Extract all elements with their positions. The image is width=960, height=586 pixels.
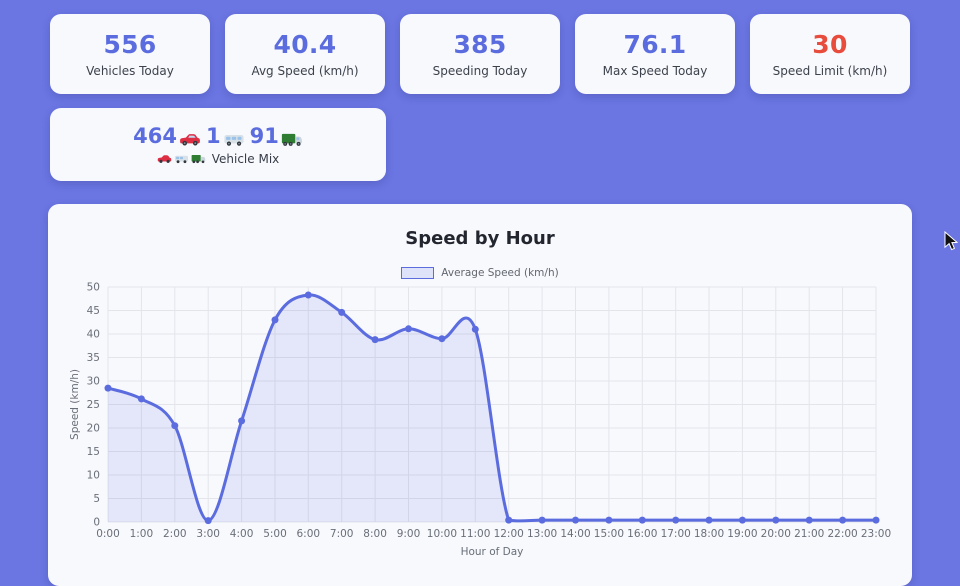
- stat-label: Speeding Today: [432, 64, 528, 78]
- car-count: 464: [133, 123, 177, 148]
- legend-swatch: [401, 267, 435, 279]
- truck-emoji-icon: [281, 133, 302, 146]
- svg-text:14:00: 14:00: [560, 528, 590, 540]
- stat-card-vehicles-today: 556 Vehicles Today: [50, 14, 210, 94]
- van-emoji-icon: [224, 134, 244, 146]
- stat-label: Max Speed Today: [602, 64, 708, 78]
- svg-text:5: 5: [93, 493, 100, 505]
- svg-text:20: 20: [87, 423, 100, 435]
- svg-text:Hour of Day: Hour of Day: [461, 546, 524, 558]
- svg-text:40: 40: [87, 329, 100, 341]
- stat-value: 556: [103, 30, 157, 59]
- stat-card-max-speed: 76.1 Max Speed Today: [575, 14, 735, 94]
- van-emoji-icon: [174, 155, 188, 164]
- svg-text:3:00: 3:00: [196, 528, 220, 540]
- svg-text:19:00: 19:00: [727, 528, 757, 540]
- svg-text:50: 50: [87, 282, 100, 294]
- svg-text:17:00: 17:00: [661, 528, 691, 540]
- stats-row: 556 Vehicles Today 40.4 Avg Speed (km/h)…: [50, 14, 910, 94]
- svg-text:2:00: 2:00: [163, 528, 187, 540]
- legend-label: Average Speed (km/h): [441, 267, 559, 279]
- svg-text:10: 10: [87, 470, 100, 482]
- svg-text:18:00: 18:00: [694, 528, 724, 540]
- van-count: 1: [205, 123, 221, 148]
- svg-text:9:00: 9:00: [397, 528, 421, 540]
- svg-text:30: 30: [87, 376, 100, 388]
- svg-text:8:00: 8:00: [363, 528, 387, 540]
- svg-text:1:00: 1:00: [130, 528, 154, 540]
- svg-text:4:00: 4:00: [230, 528, 254, 540]
- svg-text:13:00: 13:00: [527, 528, 557, 540]
- svg-text:20:00: 20:00: [761, 528, 791, 540]
- dashboard-page: { "stats": [ { "value": "556", "label": …: [48, 14, 958, 586]
- stat-card-avg-speed: 40.4 Avg Speed (km/h): [225, 14, 385, 94]
- stat-label: Avg Speed (km/h): [251, 64, 359, 78]
- svg-text:23:00: 23:00: [861, 528, 891, 540]
- svg-text:45: 45: [87, 305, 100, 317]
- stat-value: 76.1: [623, 30, 687, 59]
- svg-text:5:00: 5:00: [263, 528, 287, 540]
- stat-value: 40.4: [273, 30, 337, 59]
- svg-text:22:00: 22:00: [827, 528, 857, 540]
- stat-value: 385: [453, 30, 507, 59]
- car-emoji-icon: [157, 155, 171, 163]
- svg-text:11:00: 11:00: [460, 528, 490, 540]
- truck-count: 91: [249, 123, 279, 148]
- svg-text:25: 25: [87, 399, 100, 411]
- stat-value: 30: [812, 30, 848, 59]
- speed-chart-plot[interactable]: 0 5 10 15 20 25 30 35 40 45 50 0:00 1:00 2:00 3:00 4:00…: [48, 204, 912, 586]
- svg-text:15: 15: [87, 446, 100, 458]
- stat-label: Speed Limit (km/h): [772, 64, 888, 78]
- svg-text:0: 0: [93, 517, 100, 529]
- svg-text:10:00: 10:00: [427, 528, 457, 540]
- vehicle-mix-label-text: Vehicle Mix: [211, 151, 280, 166]
- svg-text:0:00: 0:00: [96, 528, 120, 540]
- vehicle-mix-counts: 464 1 91: [133, 124, 303, 148]
- vehicle-mix-card: 464 1 91: [50, 108, 386, 181]
- stat-label: Vehicles Today: [86, 64, 174, 78]
- chart-title: Speed by Hour: [405, 228, 555, 249]
- vehicle-mix-label: Vehicle Mix: [157, 151, 280, 166]
- svg-text:12:00: 12:00: [494, 528, 524, 540]
- svg-text:Speed (km/h): Speed (km/h): [69, 369, 81, 440]
- stat-card-speed-limit: 30 Speed Limit (km/h): [750, 14, 910, 94]
- svg-text:15:00: 15:00: [594, 528, 624, 540]
- stat-card-speeding-today: 385 Speeding Today: [400, 14, 560, 94]
- svg-text:16:00: 16:00: [627, 528, 657, 540]
- mouse-cursor: [944, 231, 958, 251]
- truck-emoji-icon: [191, 154, 206, 164]
- chart-legend-item[interactable]: Average Speed (km/h): [48, 267, 912, 279]
- svg-text:35: 35: [87, 352, 100, 364]
- car-emoji-icon: [180, 133, 200, 145]
- svg-text:21:00: 21:00: [794, 528, 824, 540]
- svg-text:7:00: 7:00: [330, 528, 354, 540]
- speed-by-hour-chart-card: Speed by Hour Average Speed (km/h) 0 5 10 1…: [48, 204, 912, 586]
- svg-text:6:00: 6:00: [297, 528, 321, 540]
